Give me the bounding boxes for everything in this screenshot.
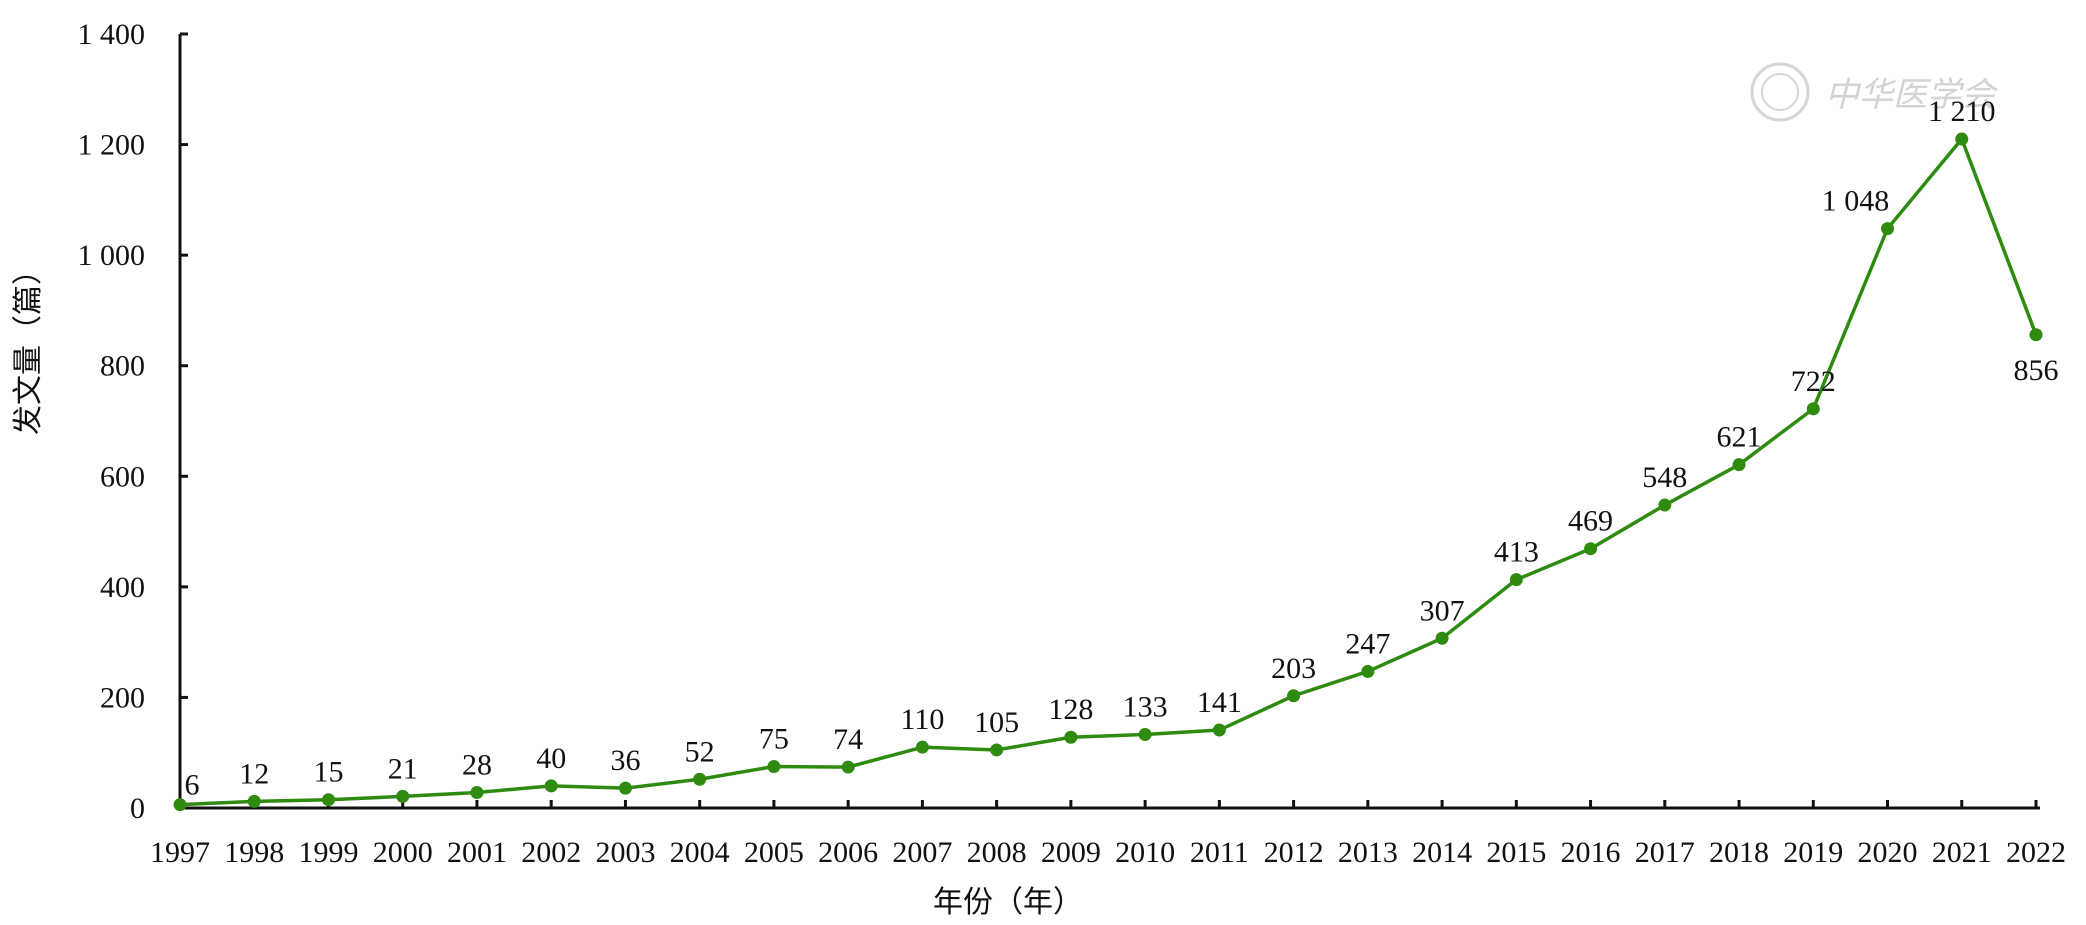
data-label: 548 [1642,461,1687,494]
x-tick-label: 2018 [1709,836,1769,869]
data-point [1287,689,1301,703]
y-tick-label: 600 [100,460,145,493]
data-label: 36 [610,744,640,777]
x-axis-ticks: 1997 1998 1999 2000 2001 2002 2003 2004 2005 2006… [150,800,2066,869]
data-point [1064,730,1078,744]
y-tick-label: 400 [100,571,145,604]
x-tick-label: 2010 [1115,836,1175,869]
data-label: 621 [1717,421,1762,454]
data-label: 133 [1123,690,1168,723]
series-line [179,137,2038,807]
data-label: 52 [685,735,715,768]
data-point [544,779,558,793]
data-label: 74 [833,723,863,756]
data-point [1584,542,1598,556]
data-point [1881,222,1895,236]
x-tick-label: 2016 [1561,836,1621,869]
y-tick-label: 800 [100,350,145,383]
x-tick-label: 2006 [818,836,878,869]
x-tick-label: 1999 [298,836,358,869]
x-tick-label: 1997 [150,836,210,869]
x-tick-label: 2001 [447,836,507,869]
y-tick-label: 0 [130,792,145,825]
x-axis-title: 年份（年） [933,885,1083,920]
x-tick-label: 2002 [521,836,581,869]
x-tick-label: 2008 [967,836,1027,869]
data-label: 12 [239,757,269,790]
y-tick-label: 1 000 [78,239,146,272]
data-label: 469 [1568,505,1613,538]
x-tick-label: 2020 [1858,836,1918,869]
data-point [1509,573,1523,587]
x-tick-label: 2013 [1338,836,1398,869]
data-label: 21 [388,752,418,785]
x-tick-label: 2011 [1190,836,1249,869]
data-point [767,760,781,774]
x-tick-label: 2017 [1635,836,1695,869]
data-point [1806,402,1820,416]
x-tick-label: 2015 [1486,836,1546,869]
data-point [990,743,1004,757]
data-label: 247 [1345,627,1390,660]
data-label: 110 [900,703,944,736]
data-point [1212,723,1226,737]
data-point [693,772,707,786]
x-tick-label: 2004 [670,836,730,869]
data-point [1138,727,1152,741]
x-tick-label: 2007 [892,836,952,869]
data-label: 15 [313,756,343,789]
data-point [321,793,335,807]
data-label: 203 [1271,652,1316,685]
data-label: 75 [759,723,789,756]
data-point [2029,328,2043,342]
data-label: 28 [462,749,492,782]
x-tick-label: 2021 [1932,836,1992,869]
data-point [618,781,632,795]
watermark-logo: 中华医学会 [1750,62,1999,122]
data-point [470,786,484,800]
x-tick-label: 2009 [1041,836,1101,869]
data-point [915,740,929,754]
x-tick-label: 1998 [224,836,284,869]
data-point [247,794,261,808]
data-point [1435,631,1449,645]
data-label: 856 [2014,354,2059,387]
data-point [1955,132,1969,146]
y-axis-ticks: 0 200 400 600 800 1 000 1 200 1 400 [78,18,188,825]
x-tick-label: 2005 [744,836,804,869]
data-point [173,798,187,812]
data-label: 413 [1494,536,1539,569]
data-label: 6 [185,769,200,802]
data-point [1732,458,1746,472]
y-tick-label: 1 400 [78,18,146,51]
data-point [1361,664,1375,678]
data-label: 141 [1197,686,1242,719]
x-tick-label: 2003 [595,836,655,869]
x-tick-label: 2012 [1264,836,1324,869]
data-point [841,760,855,774]
data-label: 1 210 [1928,95,1996,128]
data-point [1658,498,1672,512]
y-tick-label: 200 [100,681,145,714]
series-group [173,132,2043,812]
x-tick-label: 2000 [373,836,433,869]
data-label: 105 [974,706,1019,739]
data-label: 307 [1420,594,1465,627]
watermark-text: 中华医学会 [1825,75,1999,115]
y-axis-title: 发文量（篇） [11,255,46,435]
x-tick-label: 2019 [1783,836,1843,869]
data-label: 722 [1791,365,1836,398]
y-tick-label: 1 200 [78,129,146,162]
x-tick-label: 2014 [1412,836,1472,869]
data-label: 128 [1048,693,1093,726]
data-label: 40 [536,742,566,775]
data-point [396,789,410,803]
x-tick-label: 2022 [2006,836,2066,869]
data-label: 1 048 [1822,185,1890,218]
data-labels: 6 12 15 21 28 40 36 52 75 74 110 105 128 133 141 203 247… [185,95,2059,802]
axes [178,34,2040,810]
